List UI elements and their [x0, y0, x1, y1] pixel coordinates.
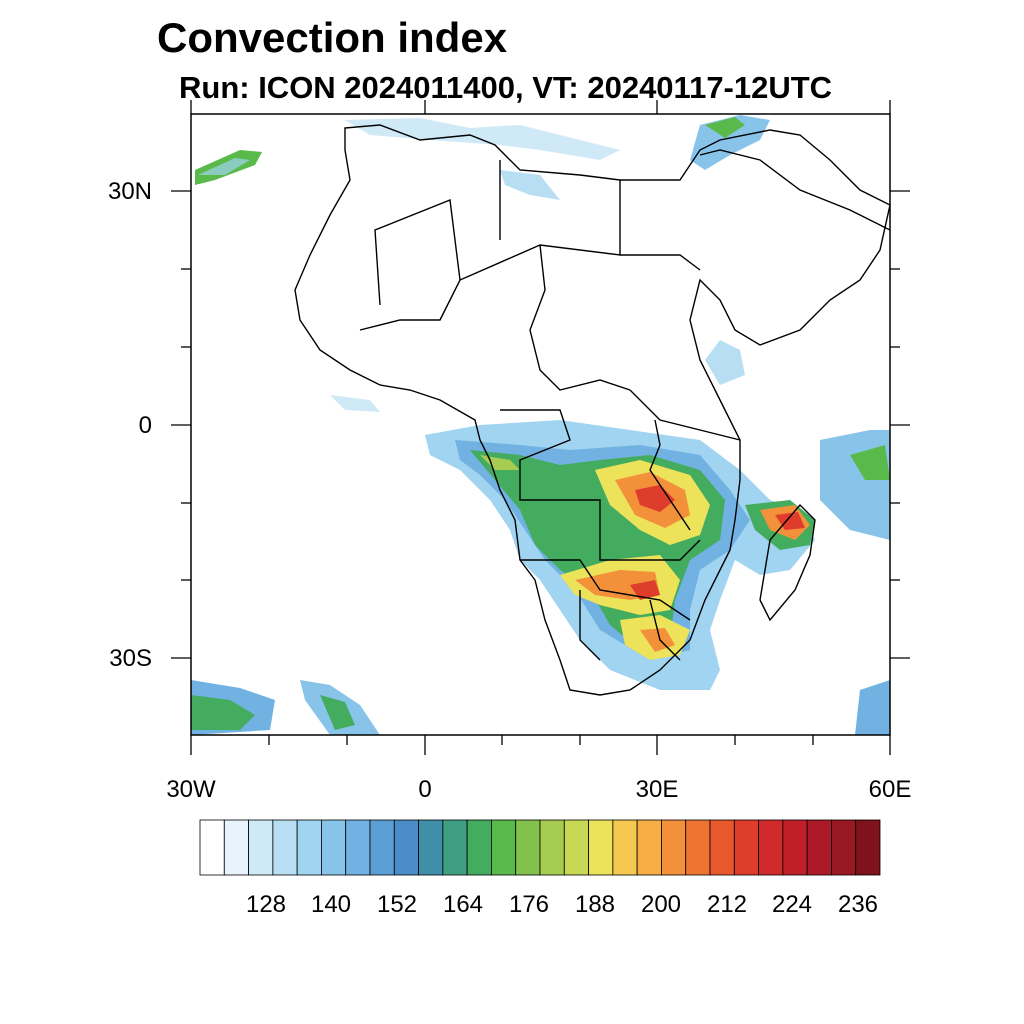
lon-label-0: 0 [418, 776, 431, 803]
colorbar-cell [636, 819, 662, 876]
colorbar-label: 188 [575, 891, 615, 918]
colorbar-label: 176 [509, 891, 549, 918]
colorbar-cell [855, 819, 881, 876]
colorbar-cell [733, 819, 759, 876]
field-indian-ocean [820, 430, 890, 540]
colorbar-cell [515, 819, 541, 876]
colorbar-label: 152 [377, 891, 417, 918]
colorbar-cell [393, 819, 419, 876]
colorbar-cell [563, 819, 589, 876]
chart-title: Convection index [157, 14, 508, 61]
colorbar-label: 236 [838, 891, 878, 918]
colorbar-cell [199, 819, 225, 876]
colorbar-label: 140 [311, 891, 351, 918]
africa-outline [294, 124, 891, 696]
colorbar-cell [466, 819, 492, 876]
colorbar-cell [709, 819, 735, 876]
colorbar-cell [831, 819, 857, 876]
colorbar-cell [296, 819, 322, 876]
colorbar-cell [442, 819, 468, 876]
madagascar-outline [759, 503, 816, 622]
lat-label-0: 0 [139, 412, 152, 439]
lat-label-30s: 30S [109, 645, 152, 672]
colorbar-cell [758, 819, 784, 876]
coastlines [294, 124, 891, 696]
colorbar [199, 819, 881, 876]
lon-label-30e: 30E [636, 776, 679, 803]
chart-subtitle: Run: ICON 2024011400, VT: 20240117-12UTC [179, 70, 833, 105]
lat-label-30n: 30N [108, 178, 152, 205]
colorbar-label: 200 [641, 891, 681, 918]
lon-label-30w: 30W [166, 776, 216, 803]
colorbar-label: 164 [443, 891, 483, 918]
convection-field [191, 115, 890, 735]
colorbar-cell [782, 819, 808, 876]
colorbar-cell [321, 819, 347, 876]
colorbar-labels: 128 140 152 164 176 188 200 212 224 236 [246, 891, 878, 918]
lon-label-60e: 60E [869, 776, 912, 803]
colorbar-cell [612, 819, 638, 876]
colorbar-cell [248, 819, 274, 876]
field-mediterranean [345, 118, 620, 160]
colorbar-label: 224 [772, 891, 812, 918]
colorbar-label: 128 [246, 891, 286, 918]
field-levant [690, 115, 770, 170]
colorbar-cell [539, 819, 565, 876]
arabia-outline [699, 149, 891, 231]
colorbar-cell [223, 819, 249, 876]
axis-ticks [171, 100, 910, 755]
colorbar-cell [661, 819, 687, 876]
colorbar-cell [588, 819, 614, 876]
colorbar-cell [418, 819, 444, 876]
colorbar-cell [491, 819, 517, 876]
colorbar-cell [272, 819, 298, 876]
field-ethiopia [705, 340, 745, 385]
colorbar-label: 212 [707, 891, 747, 918]
colorbar-cell [685, 819, 711, 876]
colorbar-cell [369, 819, 395, 876]
colorbar-cell [345, 819, 371, 876]
colorbar-cell [806, 819, 832, 876]
